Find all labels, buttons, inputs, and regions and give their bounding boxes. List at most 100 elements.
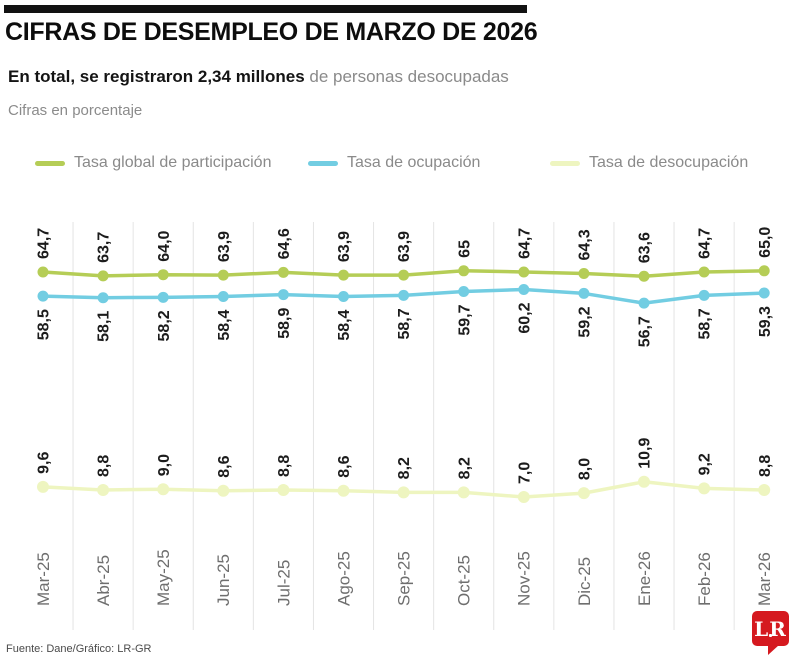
subtitle-highlight: En total, se registraron 2,34 millones (8, 67, 305, 86)
value-label: 58,5 (36, 309, 53, 340)
legend-item-ocupacion: Tasa de ocupación (308, 152, 480, 174)
value-label: 59,2 (577, 306, 594, 337)
month-label: Dic-25 (575, 557, 594, 606)
data-point (398, 269, 410, 281)
data-point (37, 480, 49, 493)
value-label: 64,7 (516, 228, 533, 259)
value-label: 9,6 (36, 452, 53, 474)
value-label: 58,9 (276, 307, 293, 338)
value-label: 58,4 (216, 309, 233, 340)
lr-logo-bubble: LR (752, 611, 789, 646)
value-label: 58,2 (156, 310, 173, 341)
legend-item-participacion: Tasa global de participación (35, 152, 271, 174)
data-point (758, 265, 770, 277)
value-label: 64,3 (577, 229, 594, 260)
value-label: 8,0 (577, 458, 594, 480)
data-point (458, 265, 470, 277)
data-point (337, 484, 350, 497)
data-point (97, 292, 109, 304)
data-point (398, 289, 410, 301)
source-credit: Fuente: Dane/Gráfico: LR-GR (6, 643, 152, 655)
data-point (457, 486, 470, 499)
value-label: 7,0 (516, 462, 533, 484)
value-label: 59,7 (456, 304, 473, 335)
series-1: 58,5 58,1 58,2 58,4 58,9 58,4 58,7 59,7 60,2 59,2… (36, 284, 774, 347)
data-point (518, 284, 530, 296)
data-point (157, 269, 169, 281)
legend-label-desocupacion: Tasa de desocupación (589, 154, 749, 171)
units-note: Cifras en porcentaje (8, 102, 143, 119)
data-point (638, 297, 650, 309)
value-label: 64,6 (276, 228, 293, 259)
value-label: 65,0 (757, 227, 774, 258)
data-point (37, 290, 49, 302)
value-label: 65 (456, 240, 473, 258)
legend: Tasa global de participación Tasa de ocu… (0, 152, 800, 174)
data-point (578, 268, 590, 280)
gridlines (72, 222, 735, 630)
x-axis-labels: Mar-25 Abr-25 May-25 Jun-25 Jul-25 Ago-25 Sep-… (34, 549, 774, 606)
value-label: 63,6 (637, 232, 654, 263)
data-point (517, 491, 530, 503)
data-point (698, 289, 710, 301)
value-label: 8,8 (757, 455, 774, 477)
data-point (758, 287, 770, 299)
data-point (758, 483, 771, 496)
month-label: Ago-25 (334, 551, 353, 606)
month-label: Feb-26 (695, 552, 714, 606)
series-2: 9,6 8,8 9,0 8,6 8,8 8,6 8,2 8,2 7,0 8,0 10,9 9,2 8,8 (36, 438, 774, 503)
legend-swatch-desocupacion (550, 160, 580, 166)
data-point (338, 269, 349, 281)
value-label: 60,2 (516, 302, 533, 333)
value-label: 64,7 (36, 228, 53, 259)
value-label: 8,2 (396, 457, 413, 479)
lr-logo-text: LR (754, 616, 787, 641)
data-point (338, 291, 349, 303)
data-point (698, 482, 711, 495)
month-label: Abr-25 (94, 555, 113, 606)
data-point (97, 483, 110, 496)
value-label: 8,6 (216, 455, 233, 477)
legend-label-participacion: Tasa global de participación (74, 154, 272, 171)
lr-logo: LR (752, 611, 790, 657)
data-point (157, 291, 169, 303)
value-label: 58,7 (697, 308, 714, 339)
value-label: 64,0 (156, 230, 173, 261)
data-point (638, 270, 650, 282)
data-point (277, 289, 289, 301)
value-label: 56,7 (637, 316, 654, 347)
data-point (37, 266, 49, 278)
data-point (638, 475, 650, 488)
data-point (97, 270, 109, 282)
data-point (277, 266, 289, 278)
month-label: Nov-25 (515, 551, 534, 606)
value-label: 59,3 (757, 306, 774, 337)
value-label: 63,9 (396, 231, 413, 262)
month-label: Oct-25 (455, 555, 474, 606)
value-label: 8,8 (96, 455, 113, 477)
data-point (458, 285, 470, 297)
page-title: CIFRAS DE DESEMPLEO DE MARZO DE 2026 (5, 18, 538, 46)
value-label: 8,2 (456, 457, 473, 479)
value-label: 63,9 (336, 231, 353, 262)
value-label: 9,0 (156, 454, 173, 476)
legend-item-desocupacion: Tasa de desocupación (550, 152, 748, 174)
value-label: 9,2 (697, 453, 714, 475)
value-label: 64,7 (697, 228, 714, 259)
lr-logo-tail (768, 645, 779, 655)
value-label: 63,9 (216, 231, 233, 262)
value-label: 58,7 (396, 308, 413, 339)
value-label: 8,8 (276, 455, 293, 477)
legend-swatch-participacion (35, 160, 65, 166)
data-point (397, 486, 410, 499)
value-label: 63,7 (96, 232, 113, 263)
data-point (518, 266, 530, 278)
month-label: Mar-26 (755, 552, 774, 606)
subtitle: En total, se registraron 2,34 millones d… (8, 67, 509, 87)
data-point (277, 483, 290, 496)
data-point (217, 269, 229, 281)
month-label: Mar-25 (34, 552, 53, 606)
data-point (157, 483, 170, 496)
data-point (577, 487, 590, 500)
